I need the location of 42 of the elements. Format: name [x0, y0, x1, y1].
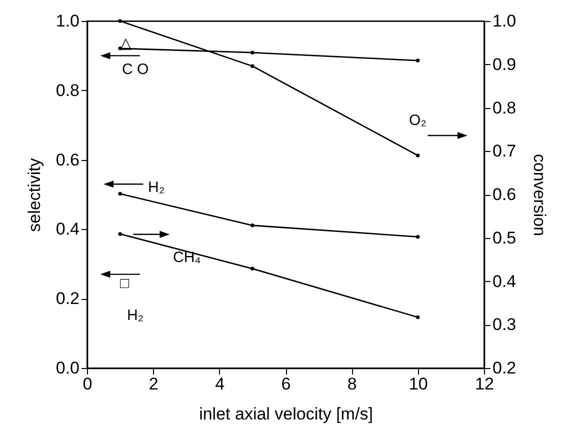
y2-tick-label: 0.3 [492, 315, 516, 334]
y2-tick-label: 0.7 [492, 142, 516, 161]
y2-tick-label: 1.0 [492, 12, 516, 30]
y2-tick-label: 0.6 [492, 185, 516, 204]
x-tick-label: 8 [347, 374, 357, 394]
y2-axis-title: conversion [530, 154, 550, 236]
point [416, 154, 420, 158]
point [416, 315, 420, 320]
annotation: C O [122, 61, 149, 78]
point [118, 19, 122, 23]
y2-tick-label: 0.9 [492, 54, 516, 74]
x-axis-title: inlet axial velocity [m/s] [199, 404, 373, 424]
x-tick-label: 12 [475, 374, 494, 394]
x-tick-label: 0 [82, 374, 92, 394]
point [250, 50, 254, 54]
point [250, 64, 254, 68]
point [416, 58, 420, 62]
y2-tick-label: 0.5 [492, 228, 516, 248]
y-tick-label: 0.6 [56, 150, 80, 170]
y-tick-label: 1.0 [56, 12, 80, 30]
point [118, 192, 122, 196]
annotation: H₂ [148, 179, 165, 196]
point [250, 224, 254, 228]
point [118, 232, 122, 236]
point [416, 234, 420, 239]
annotation: □ [120, 275, 130, 292]
x-tick-label: 4 [215, 374, 225, 394]
x-tick-label: 10 [408, 374, 428, 394]
x-tick-label: 6 [281, 374, 291, 394]
y-tick-label: 0.8 [56, 80, 80, 100]
y-tick-label: 0.2 [56, 289, 80, 308]
y-tick-label: 0.4 [56, 220, 80, 239]
y-axis-title: selectivity [24, 158, 44, 232]
x-tick-label: 2 [148, 374, 158, 394]
y2-tick-label: 0.8 [492, 98, 516, 118]
annotation: H₂ [127, 307, 144, 324]
y2-tick-label: 0.4 [492, 272, 516, 291]
y2-tick-label: 0.2 [492, 358, 516, 378]
annotation: O₂ [409, 112, 427, 129]
annotation: CH₄ [173, 249, 201, 266]
point [250, 266, 254, 271]
y-tick-label: 0.0 [56, 358, 80, 378]
